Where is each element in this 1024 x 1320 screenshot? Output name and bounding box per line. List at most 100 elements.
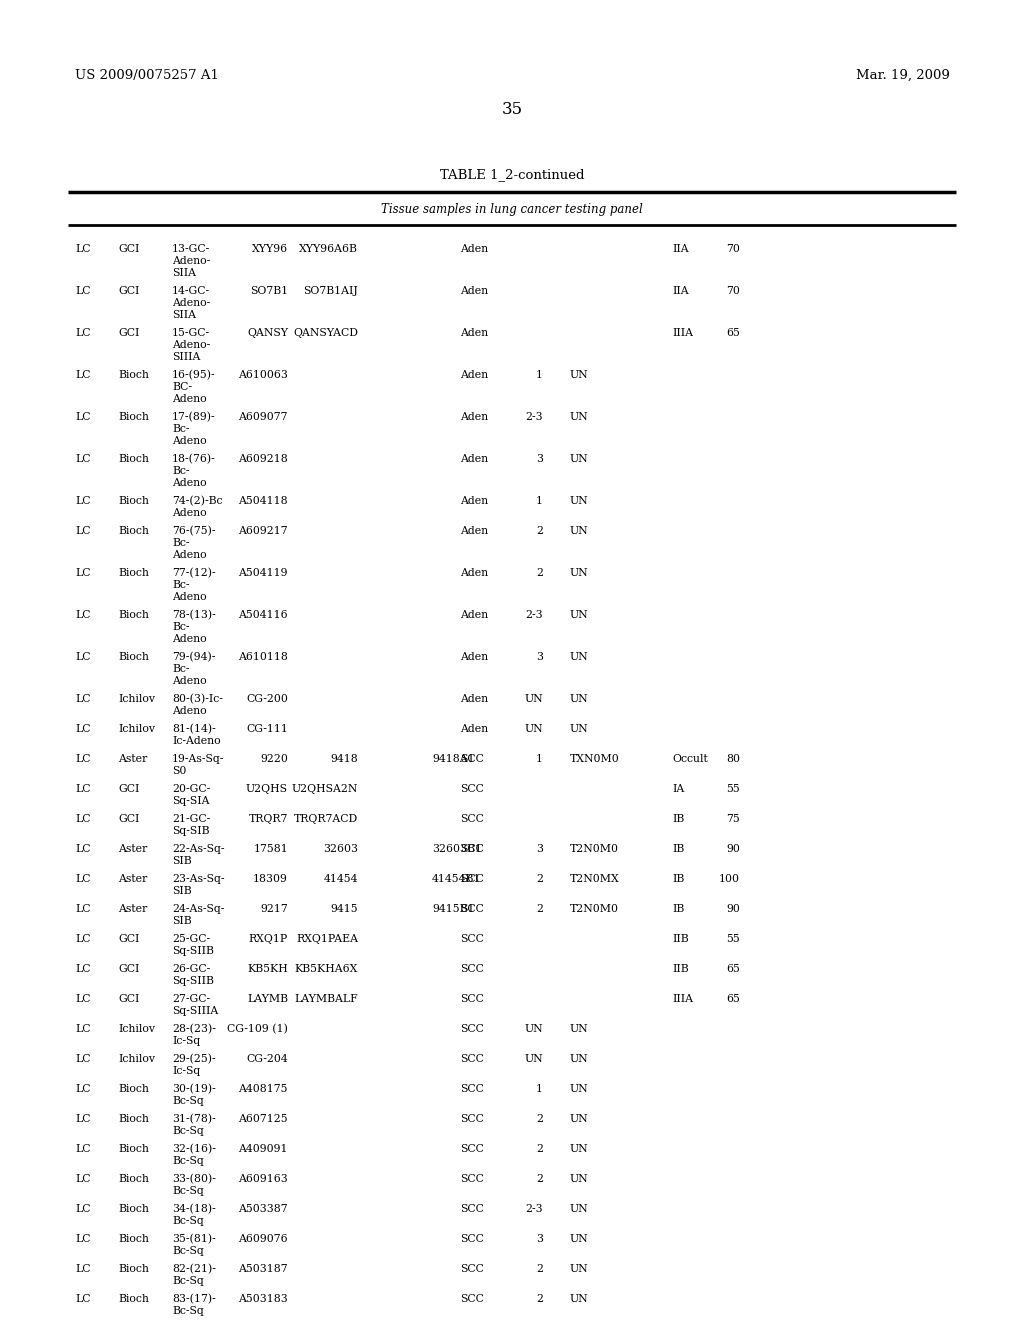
- Text: 33-(80)-
Bc-Sq: 33-(80)- Bc-Sq: [172, 1173, 216, 1196]
- Text: Ichilov: Ichilov: [118, 723, 155, 734]
- Text: Aster: Aster: [118, 874, 147, 884]
- Text: QANSYACD: QANSYACD: [293, 327, 358, 338]
- Text: LC: LC: [75, 412, 90, 422]
- Text: LC: LC: [75, 935, 90, 944]
- Text: SCC: SCC: [460, 1234, 484, 1243]
- Text: GCI: GCI: [118, 784, 139, 795]
- Text: 55: 55: [726, 784, 740, 795]
- Text: LC: LC: [75, 964, 90, 974]
- Text: 83-(17)-
Bc-Sq: 83-(17)- Bc-Sq: [172, 1294, 216, 1316]
- Text: 32-(16)-
Bc-Sq: 32-(16)- Bc-Sq: [172, 1144, 216, 1167]
- Text: LAYMBALF: LAYMBALF: [294, 994, 358, 1005]
- Text: LC: LC: [75, 1265, 90, 1274]
- Text: IA: IA: [672, 784, 684, 795]
- Text: 17581: 17581: [253, 843, 288, 854]
- Text: Occult: Occult: [672, 754, 708, 764]
- Text: 2: 2: [536, 1144, 543, 1154]
- Text: 1: 1: [536, 754, 543, 764]
- Text: IIA: IIA: [672, 286, 688, 296]
- Text: IIIA: IIIA: [672, 994, 693, 1005]
- Text: Bioch: Bioch: [118, 370, 148, 380]
- Text: SCC: SCC: [460, 843, 484, 854]
- Text: IB: IB: [672, 843, 684, 854]
- Text: Aden: Aden: [460, 496, 488, 506]
- Text: Bioch: Bioch: [118, 610, 148, 620]
- Text: UN: UN: [570, 496, 589, 506]
- Text: Aden: Aden: [460, 412, 488, 422]
- Text: 3: 3: [536, 1234, 543, 1243]
- Text: Bioch: Bioch: [118, 1204, 148, 1214]
- Text: 13-GC-
Adeno-
SIIA: 13-GC- Adeno- SIIA: [172, 244, 210, 279]
- Text: Aden: Aden: [460, 525, 488, 536]
- Text: SCC: SCC: [460, 754, 484, 764]
- Text: LC: LC: [75, 1294, 90, 1304]
- Text: A610118: A610118: [239, 652, 288, 663]
- Text: UN: UN: [570, 568, 589, 578]
- Text: Aden: Aden: [460, 610, 488, 620]
- Text: 19-As-Sq-
S0: 19-As-Sq- S0: [172, 754, 224, 776]
- Text: IIIA: IIIA: [672, 327, 693, 338]
- Text: TABLE 1_2-continued: TABLE 1_2-continued: [439, 169, 585, 181]
- Text: 65: 65: [726, 964, 740, 974]
- Text: LC: LC: [75, 694, 90, 704]
- Text: SCC: SCC: [460, 964, 484, 974]
- Text: Bioch: Bioch: [118, 652, 148, 663]
- Text: 41454B1: 41454B1: [432, 874, 481, 884]
- Text: KB5KHA6X: KB5KHA6X: [295, 964, 358, 974]
- Text: GCI: GCI: [118, 244, 139, 253]
- Text: SCC: SCC: [460, 1024, 484, 1034]
- Text: TRQR7ACD: TRQR7ACD: [294, 814, 358, 824]
- Text: A503183: A503183: [239, 1294, 288, 1304]
- Text: Aden: Aden: [460, 244, 488, 253]
- Text: Mar. 19, 2009: Mar. 19, 2009: [856, 69, 950, 82]
- Text: 27-GC-
Sq-SIIIA: 27-GC- Sq-SIIIA: [172, 994, 218, 1016]
- Text: 2: 2: [536, 904, 543, 913]
- Text: 9418: 9418: [331, 754, 358, 764]
- Text: 9418A1: 9418A1: [432, 754, 475, 764]
- Text: 90: 90: [726, 904, 740, 913]
- Text: LC: LC: [75, 723, 90, 734]
- Text: 9415B1: 9415B1: [432, 904, 474, 913]
- Text: LC: LC: [75, 327, 90, 338]
- Text: SCC: SCC: [460, 935, 484, 944]
- Text: UN: UN: [570, 525, 589, 536]
- Text: A609076: A609076: [239, 1234, 288, 1243]
- Text: SCC: SCC: [460, 1144, 484, 1154]
- Text: Bioch: Bioch: [118, 1294, 148, 1304]
- Text: LC: LC: [75, 370, 90, 380]
- Text: XYY96: XYY96: [252, 244, 288, 253]
- Text: SCC: SCC: [460, 1204, 484, 1214]
- Text: 16-(95)-
BC-
Adeno: 16-(95)- BC- Adeno: [172, 370, 216, 404]
- Text: A409091: A409091: [239, 1144, 288, 1154]
- Text: UN: UN: [570, 1294, 589, 1304]
- Text: Aden: Aden: [460, 652, 488, 663]
- Text: SCC: SCC: [460, 814, 484, 824]
- Text: A609163: A609163: [239, 1173, 288, 1184]
- Text: CG-204: CG-204: [246, 1053, 288, 1064]
- Text: Bioch: Bioch: [118, 412, 148, 422]
- Text: 25-GC-
Sq-SIIB: 25-GC- Sq-SIIB: [172, 935, 214, 956]
- Text: 15-GC-
Adeno-
SIIIA: 15-GC- Adeno- SIIIA: [172, 327, 210, 362]
- Text: 9217: 9217: [260, 904, 288, 913]
- Text: 2: 2: [536, 1265, 543, 1274]
- Text: SCC: SCC: [460, 1294, 484, 1304]
- Text: IIA: IIA: [672, 244, 688, 253]
- Text: T2N0M0: T2N0M0: [570, 843, 618, 854]
- Text: 80: 80: [726, 754, 740, 764]
- Text: Bioch: Bioch: [118, 525, 148, 536]
- Text: LC: LC: [75, 1024, 90, 1034]
- Text: 35-(81)-
Bc-Sq: 35-(81)- Bc-Sq: [172, 1234, 216, 1257]
- Text: A607125: A607125: [239, 1114, 288, 1125]
- Text: A504116: A504116: [239, 610, 288, 620]
- Text: A609217: A609217: [239, 525, 288, 536]
- Text: UN: UN: [570, 1173, 589, 1184]
- Text: A610063: A610063: [239, 370, 288, 380]
- Text: GCI: GCI: [118, 327, 139, 338]
- Text: LC: LC: [75, 843, 90, 854]
- Text: RXQ1P: RXQ1P: [249, 935, 288, 944]
- Text: IB: IB: [672, 814, 684, 824]
- Text: LC: LC: [75, 1204, 90, 1214]
- Text: UN: UN: [570, 652, 589, 663]
- Text: Aden: Aden: [460, 694, 488, 704]
- Text: 75: 75: [726, 814, 740, 824]
